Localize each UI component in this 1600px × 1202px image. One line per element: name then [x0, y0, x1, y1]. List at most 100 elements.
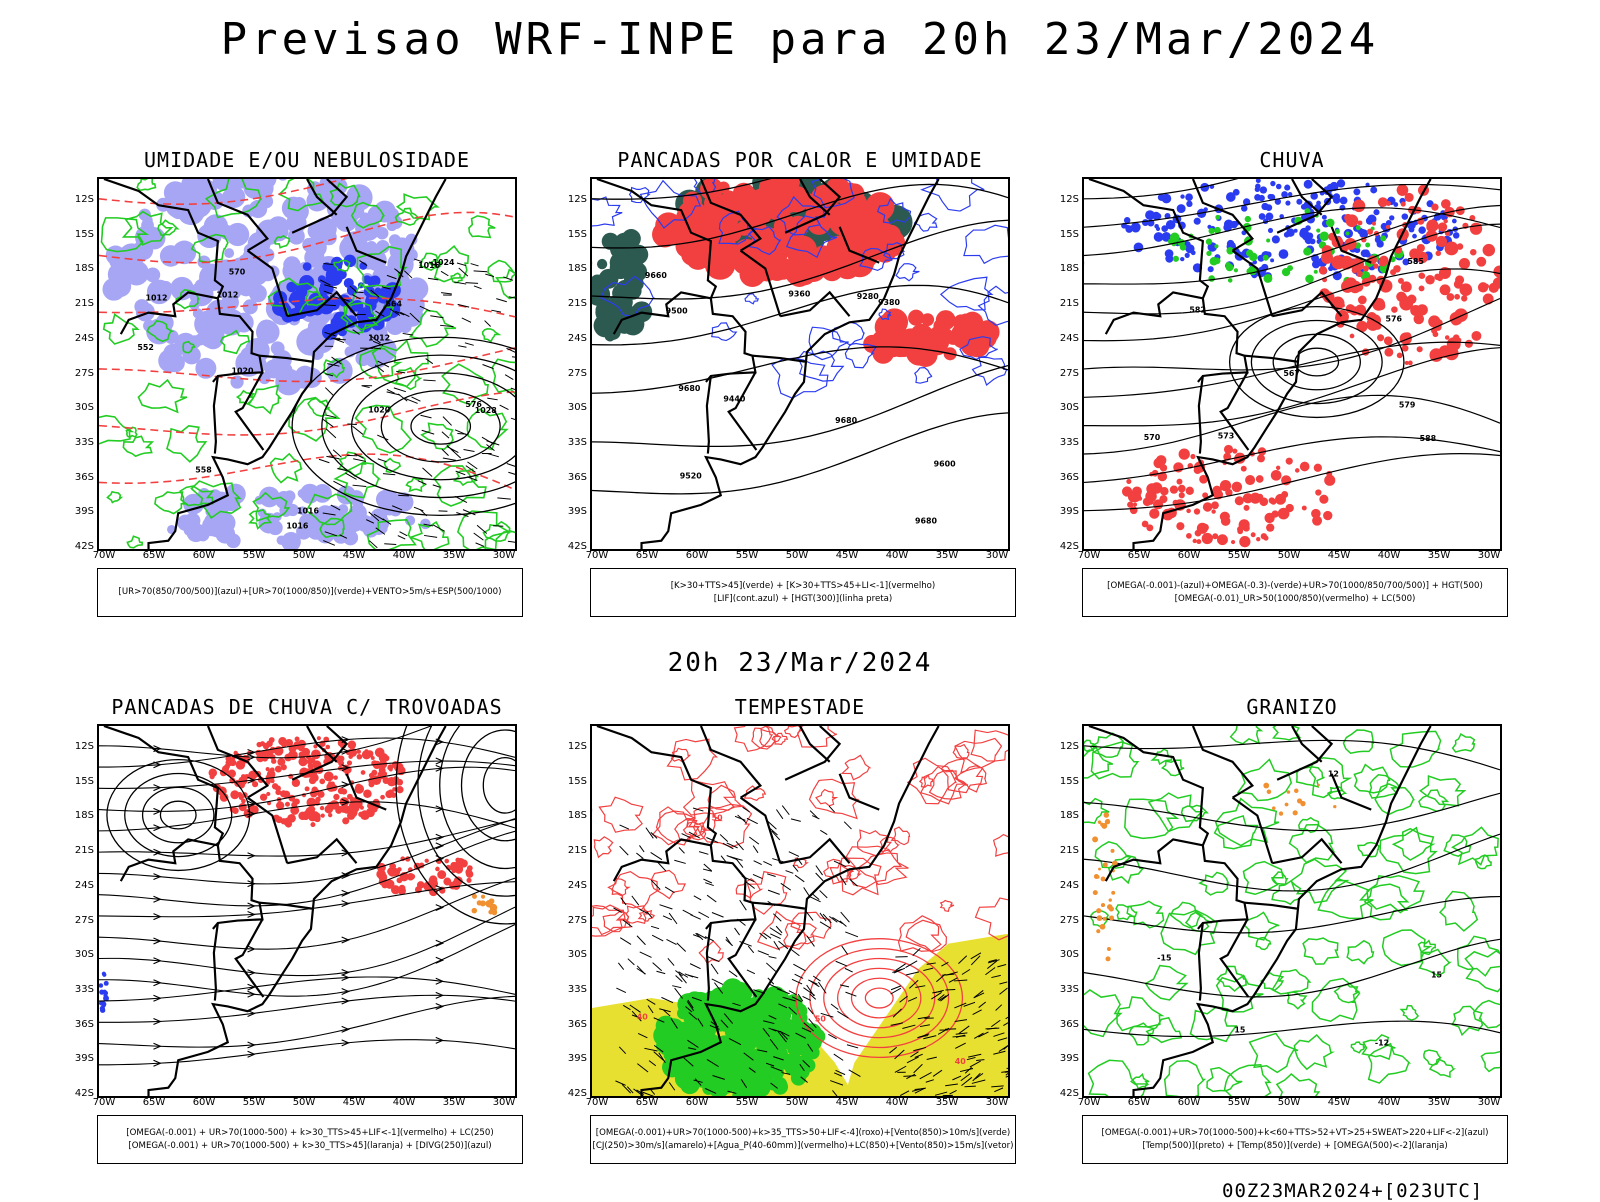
contour-line — [1440, 892, 1477, 931]
longitude-tick-label: 50W — [780, 1097, 814, 1108]
wind-vector — [491, 310, 501, 312]
contour-line — [497, 270, 515, 299]
shade-cell — [732, 186, 759, 213]
shade-cell — [1478, 282, 1488, 292]
shade-cell — [1493, 265, 1500, 277]
wind-vector — [660, 905, 673, 909]
shade-cell — [319, 779, 325, 785]
latitude-tick-label: 27S — [1053, 368, 1079, 379]
shade-cell — [1259, 213, 1266, 220]
wind-vector — [471, 264, 479, 266]
contour-line — [1294, 1035, 1332, 1069]
arrowhead — [436, 957, 443, 963]
shade-cell — [455, 858, 460, 863]
latitude-tick-label: 27S — [561, 915, 587, 926]
shade-cell — [1294, 789, 1299, 794]
wind-vector — [763, 861, 772, 865]
wind-vector — [789, 991, 797, 995]
wind-vector — [628, 959, 635, 965]
shade-cell — [1365, 243, 1370, 248]
latitude-tick-label: 39S — [561, 506, 587, 517]
longitude-tick-label: 65W — [630, 1097, 664, 1108]
shade-cell — [732, 1028, 746, 1042]
shade-cell — [158, 349, 182, 373]
latitude-tick-label: 39S — [561, 1053, 587, 1064]
wind-vector — [832, 917, 842, 923]
thunder-red-shade-east — [376, 856, 473, 896]
shade-cell — [1103, 862, 1108, 867]
shade-cell — [338, 755, 344, 761]
shade-cell — [407, 873, 415, 881]
contour-line — [1147, 1018, 1182, 1043]
wind-vector — [653, 963, 662, 971]
contour-label: 1016 — [297, 506, 320, 515]
contour-line — [483, 329, 499, 342]
shade-cell — [1158, 194, 1165, 201]
wind-vector — [512, 357, 515, 358]
wind-vector — [747, 970, 755, 974]
contour-label: 570 — [229, 267, 246, 276]
shade-cell — [1340, 198, 1345, 203]
shade-cell — [320, 806, 324, 810]
legend-box: [K>30+TTS>45](verde) + [K>30+TTS>45+LI<-… — [590, 568, 1016, 617]
shade-cell — [1276, 466, 1280, 470]
shade-cell — [1483, 294, 1494, 305]
shade-cell — [1185, 244, 1194, 253]
panel-title: TEMPESTADE — [580, 695, 1020, 719]
wind-vector — [474, 286, 482, 289]
shade-cell — [1287, 265, 1293, 271]
shade-cell — [1357, 220, 1362, 225]
latitude-tick-label: 36S — [561, 472, 587, 483]
longitude-tick-label: 65W — [1122, 550, 1156, 561]
latitude-tick-label: 36S — [68, 472, 94, 483]
shade-cell — [338, 788, 345, 795]
shade-cell — [1179, 492, 1185, 498]
longitude-tick-label: 35W — [930, 550, 964, 561]
latitude-tick-label: 15S — [68, 776, 94, 787]
border-line — [780, 839, 849, 863]
shade-cell — [1250, 493, 1261, 504]
wind-vector — [442, 432, 449, 438]
contour-line — [1430, 1060, 1454, 1077]
shade-cell — [1166, 220, 1176, 229]
shade-cell — [466, 878, 471, 883]
shade-cell — [1284, 185, 1290, 191]
shade-cell — [102, 990, 107, 995]
shade-cell — [1268, 194, 1274, 200]
latitude-tick-label: 21S — [68, 298, 94, 309]
shade-cell — [399, 321, 411, 333]
wind-vector — [740, 900, 747, 910]
contour-line — [127, 536, 142, 548]
contour-line — [1354, 765, 1389, 793]
shade-cell — [1445, 335, 1450, 340]
latitude-tick-label: 12S — [561, 741, 587, 752]
shade-cell — [305, 786, 310, 791]
shade-cell — [317, 791, 324, 798]
divergence-blue-shade — [99, 972, 109, 1013]
latitude-tick-label: 30S — [1053, 402, 1079, 413]
contour-label: 1012 — [146, 293, 168, 302]
shade-cell — [1266, 239, 1270, 243]
contour-line — [1453, 734, 1475, 752]
legend-line: [OMEGA(-0.001)+UR>70(1000-500)+k<60+TTS>… — [1101, 1127, 1488, 1140]
shade-cell — [910, 341, 930, 361]
shade-cell — [1256, 537, 1260, 541]
shade-cell — [1111, 891, 1115, 895]
shade-cell — [1101, 903, 1105, 907]
contour-line — [915, 213, 937, 231]
wind-vector — [384, 544, 396, 545]
shade-cell — [357, 754, 363, 760]
shade-cell — [1300, 462, 1310, 472]
shade-cell — [375, 287, 381, 293]
latitude-tick-label: 24S — [68, 880, 94, 891]
wind-vector — [411, 397, 420, 401]
shade-cell — [358, 812, 363, 817]
shade-cell — [1470, 249, 1477, 256]
wind-vector — [672, 986, 681, 988]
contour-label: 40 — [637, 1013, 649, 1022]
shade-cell — [1288, 192, 1293, 197]
shade-cell — [1177, 479, 1183, 485]
contour-label: 1016 — [286, 521, 309, 530]
shade-cell — [1279, 811, 1283, 815]
